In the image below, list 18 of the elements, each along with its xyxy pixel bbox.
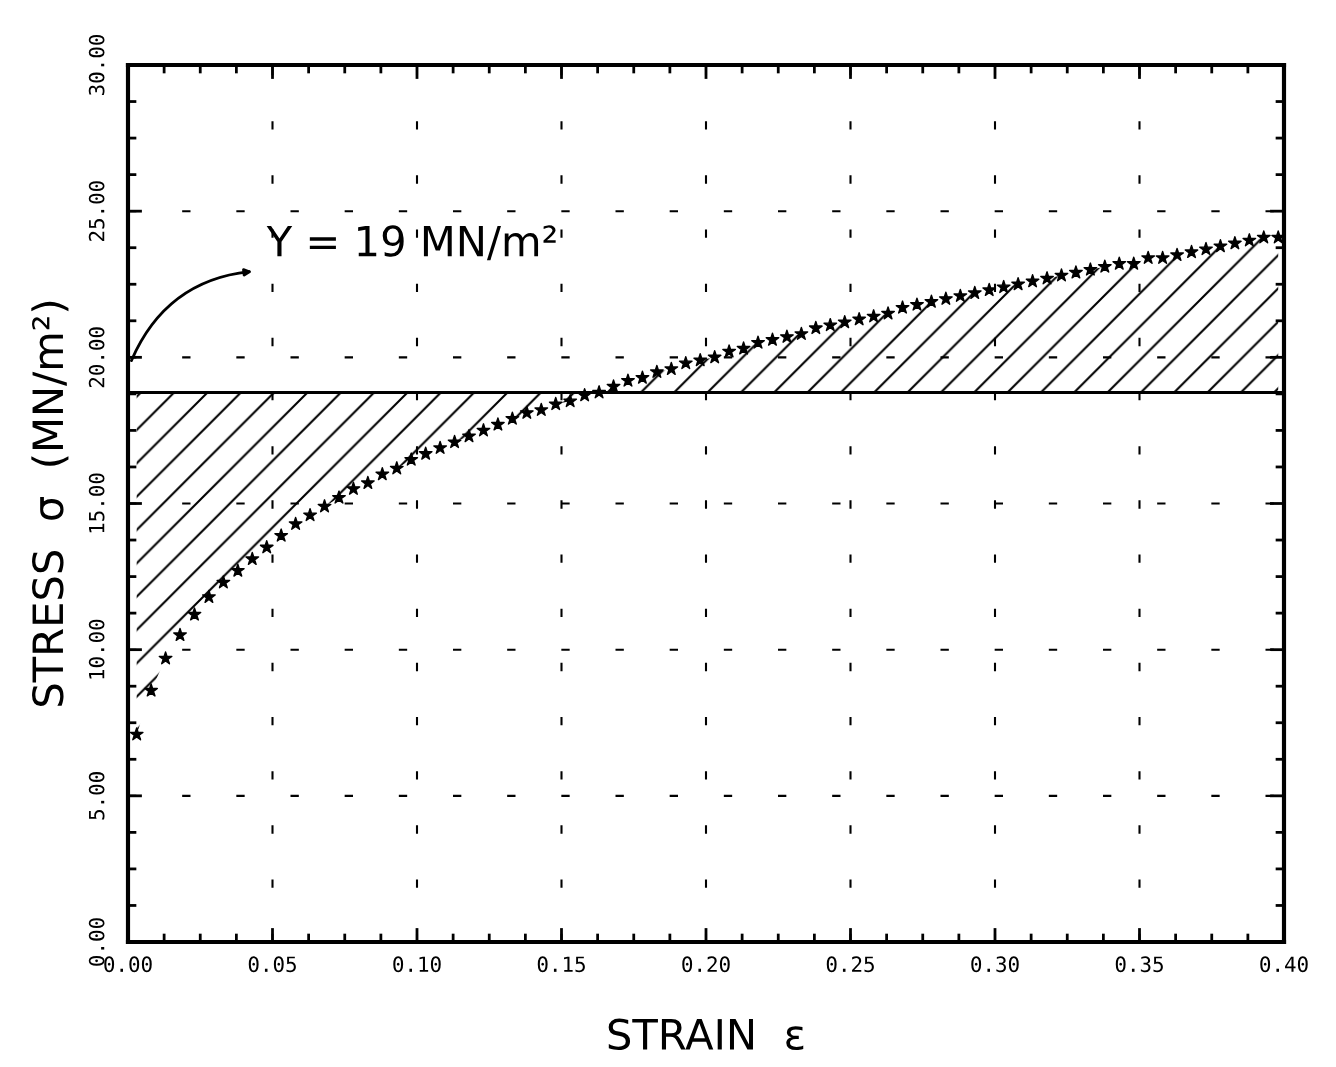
x-tick-label: 0.20 <box>682 956 730 973</box>
y-axis-title: STRESS σ (MN/m²) <box>31 301 69 706</box>
x-tick-label: 0.25 <box>826 956 874 973</box>
y-tick-label: 25.00 <box>88 181 105 241</box>
y-tick-label: 30.00 <box>88 34 105 95</box>
x-tick-label: 0.00 <box>104 956 152 973</box>
x-axis-title: STRAIN ε <box>608 1018 804 1051</box>
annotation: Y = 19 MN/m² <box>266 225 556 261</box>
x-tick-label: 0.10 <box>393 956 441 973</box>
x-tick-label: 0.05 <box>248 956 296 973</box>
y-tick-label: 5.00 <box>88 772 105 820</box>
x-tick-label: 0.30 <box>971 956 1019 973</box>
x-tick-label: 0.35 <box>1115 956 1163 973</box>
y-tick-label: 10.00 <box>88 619 105 679</box>
x-tick-label: 0.15 <box>537 956 585 973</box>
y-tick-label: 20.00 <box>88 327 105 388</box>
x-tick-label: 0.40 <box>1260 956 1308 973</box>
y-tick-label: 15.00 <box>88 473 105 533</box>
